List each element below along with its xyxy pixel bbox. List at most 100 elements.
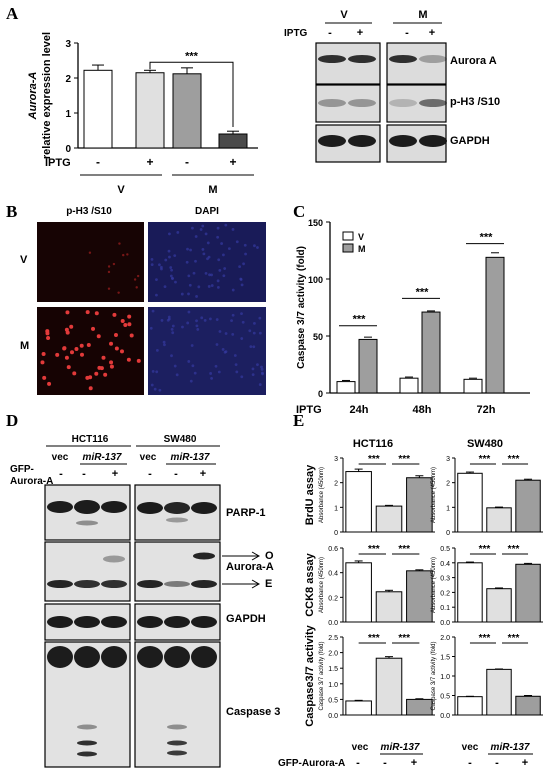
micrograph-nucleus bbox=[216, 285, 220, 289]
blot-d-band bbox=[191, 616, 217, 628]
chart-e-ytick-label: 0.0 bbox=[328, 620, 338, 627]
chart-e-bar bbox=[515, 695, 541, 716]
chart-c-sig-label: *** bbox=[353, 314, 367, 326]
micrograph-nucleus bbox=[181, 325, 184, 329]
chart-e-bar bbox=[345, 562, 372, 623]
chart-e-unit-label: Caspase 3/7 activity (fold) bbox=[431, 641, 437, 710]
chart-c-ytick-label: 100 bbox=[308, 275, 323, 285]
panel-label-a: A bbox=[6, 4, 19, 23]
micrograph-cell bbox=[47, 381, 52, 386]
micrograph-panel bbox=[148, 307, 266, 395]
chart-e-sig-label: *** bbox=[479, 454, 491, 465]
blot-d-band bbox=[47, 646, 73, 668]
micrograph-cell bbox=[123, 323, 128, 328]
micrograph-cell bbox=[126, 357, 131, 362]
micrograph-nucleus bbox=[185, 260, 189, 264]
panel-a-blot: V M IPTG - + - + Aurora A p-H3 /S10 GAPD… bbox=[284, 9, 500, 147]
micrograph-cell bbox=[127, 322, 132, 327]
micrograph-nucleus bbox=[199, 228, 203, 231]
chart-c-ytick-label: 0 bbox=[318, 389, 323, 399]
blot-d-arrow-e-label: E bbox=[265, 578, 272, 590]
chart-c-ytick-label: 150 bbox=[308, 218, 323, 228]
chart-e-row-title: CCK8 assay bbox=[304, 552, 316, 616]
micrograph-nucleus bbox=[150, 257, 154, 261]
micrograph-cell bbox=[65, 330, 70, 335]
blot-d-t1: - bbox=[59, 468, 63, 480]
blot-d-band bbox=[137, 580, 163, 588]
micrograph-nucleus bbox=[220, 242, 224, 245]
blot-d-caspase-band bbox=[77, 740, 97, 746]
micrograph-nucleus bbox=[209, 372, 213, 375]
micrograph-nucleus bbox=[215, 343, 219, 346]
micrograph-nucleus bbox=[195, 295, 198, 298]
micrograph-cell bbox=[114, 346, 119, 351]
chart-e-ytick-label: 2.0 bbox=[328, 651, 338, 658]
micrograph-nucleus bbox=[186, 247, 189, 251]
micrograph-nucleus bbox=[227, 247, 231, 251]
micrograph-nucleus bbox=[217, 370, 221, 374]
micrograph-nucleus bbox=[260, 365, 263, 369]
micrograph-cell bbox=[99, 366, 104, 371]
micrograph-nucleus bbox=[196, 328, 200, 331]
chart-e-ytick-label: 3 bbox=[334, 456, 338, 463]
chart-e-bar bbox=[375, 591, 403, 623]
micrograph-nucleus bbox=[188, 283, 192, 287]
micrograph-cell bbox=[118, 242, 121, 245]
micrograph-nucleus bbox=[187, 310, 191, 314]
blot-d-band bbox=[191, 580, 217, 588]
micrograph-nucleus bbox=[243, 243, 247, 247]
chart-a-ytick-label: 0 bbox=[65, 144, 71, 155]
micrograph-nucleus bbox=[251, 367, 255, 371]
chart-e-ytick-label: 0.0 bbox=[328, 713, 338, 720]
micrograph-cell bbox=[126, 253, 129, 256]
chart-c-legend-label: V bbox=[358, 232, 364, 242]
blot-d-frame bbox=[44, 541, 131, 602]
micrograph-nucleus bbox=[230, 319, 233, 323]
micrograph-cell bbox=[112, 262, 116, 266]
blot-a-iptg-1: - bbox=[328, 27, 332, 39]
micro-col-ph3: p-H3 /S10 bbox=[66, 206, 112, 217]
chart-e-ytick-label: 1 bbox=[334, 505, 338, 512]
micrograph-nucleus bbox=[187, 360, 191, 363]
blot-a-row-aurora: Aurora A bbox=[450, 55, 497, 67]
micrograph-cell bbox=[107, 265, 111, 268]
micrograph-nucleus bbox=[201, 224, 205, 228]
micrograph-nucleus bbox=[256, 246, 259, 249]
chart-a-iptg-value: - bbox=[185, 155, 189, 169]
chart-e-unit-label: Absorbance (450nm) bbox=[431, 557, 437, 613]
blot-d-gfp-line2: Aurora-A bbox=[10, 476, 53, 487]
micrograph-nucleus bbox=[249, 345, 253, 349]
chart-c-category: 72h bbox=[477, 404, 496, 416]
blot-a-group-m: M bbox=[418, 9, 427, 21]
chart-e-ytick-label: 0.5 bbox=[440, 694, 450, 701]
chart-e-ytick-label: 0 bbox=[334, 530, 338, 537]
chart-a-ytick-label: 2 bbox=[65, 74, 71, 85]
chart-e-row-title: Caspase3/7 activity bbox=[304, 624, 316, 726]
chart-e-ytick-label: 1 bbox=[446, 505, 450, 512]
chart-c-category: 24h bbox=[350, 404, 369, 416]
micrograph-nucleus bbox=[239, 277, 243, 281]
micrograph-cell bbox=[79, 352, 84, 357]
micrograph-nucleus bbox=[203, 318, 207, 322]
blot-d-band bbox=[164, 581, 190, 587]
blot-d-lane-mir-1: miR-137 bbox=[83, 452, 122, 463]
blot-d-band bbox=[74, 500, 100, 514]
micrograph-cell bbox=[122, 253, 125, 257]
micrograph-nucleus bbox=[150, 383, 154, 387]
chart-e-ytick-label: 0.4 bbox=[440, 561, 450, 568]
micrograph-nucleus bbox=[160, 319, 164, 322]
micrograph-cell bbox=[107, 287, 111, 290]
chart-e-ytick-label: 0.3 bbox=[440, 576, 450, 583]
chart-a-ylabel: relative expression level bbox=[41, 32, 53, 159]
blot-a-band bbox=[389, 99, 417, 107]
blot-a-band bbox=[419, 135, 447, 147]
blot-d-t4: - bbox=[148, 468, 152, 480]
micrograph-nucleus bbox=[176, 231, 180, 234]
panel-label-d: D bbox=[6, 411, 18, 430]
chart-e-bar bbox=[457, 696, 483, 716]
panel-label-b: B bbox=[6, 202, 17, 221]
chart-a-iptg-value: + bbox=[229, 155, 236, 169]
micrograph-panel bbox=[148, 222, 266, 302]
micrograph-nucleus bbox=[234, 363, 238, 367]
micrograph-cell bbox=[88, 386, 93, 391]
